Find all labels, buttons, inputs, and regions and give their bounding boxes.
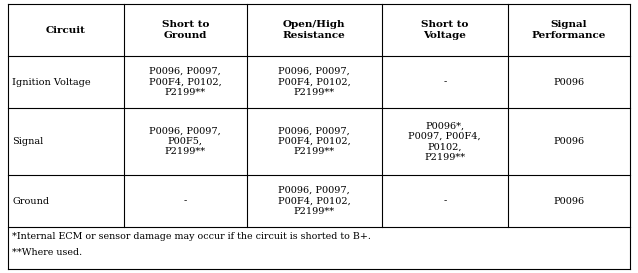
Text: Signal
Performance: Signal Performance: [532, 20, 606, 40]
Text: *Internal ECM or sensor damage may occur if the circuit is shorted to B+.: *Internal ECM or sensor damage may occur…: [12, 232, 371, 241]
Text: Circuit: Circuit: [46, 26, 85, 35]
Text: **Where used.: **Where used.: [12, 248, 82, 257]
Text: Open/High
Resistance: Open/High Resistance: [283, 20, 346, 40]
Text: Ground: Ground: [12, 197, 49, 206]
Text: P0096*,
P0097, P00F4,
P0102,
P2199**: P0096*, P0097, P00F4, P0102, P2199**: [408, 121, 481, 162]
Text: P0096, P0097,
P00F4, P0102,
P2199**: P0096, P0097, P00F4, P0102, P2199**: [278, 67, 351, 97]
Text: P0096, P0097,
P00F4, P0102,
P2199**: P0096, P0097, P00F4, P0102, P2199**: [278, 127, 351, 156]
Text: Signal: Signal: [12, 137, 43, 146]
Text: -: -: [443, 78, 447, 87]
Text: P0096: P0096: [553, 78, 584, 87]
Text: -: -: [184, 197, 187, 206]
Text: P0096, P0097,
P00F5,
P2199**: P0096, P0097, P00F5, P2199**: [149, 127, 221, 156]
Text: P0096, P0097,
P00F4, P0102,
P2199**: P0096, P0097, P00F4, P0102, P2199**: [149, 67, 222, 97]
Text: Short to
Ground: Short to Ground: [161, 20, 209, 40]
Text: P0096: P0096: [553, 137, 584, 146]
Text: -: -: [443, 197, 447, 206]
Text: P0096: P0096: [553, 197, 584, 206]
Text: P0096, P0097,
P00F4, P0102,
P2199**: P0096, P0097, P00F4, P0102, P2199**: [278, 186, 351, 216]
Text: Ignition Voltage: Ignition Voltage: [12, 78, 91, 87]
Text: Short to
Voltage: Short to Voltage: [421, 20, 468, 40]
